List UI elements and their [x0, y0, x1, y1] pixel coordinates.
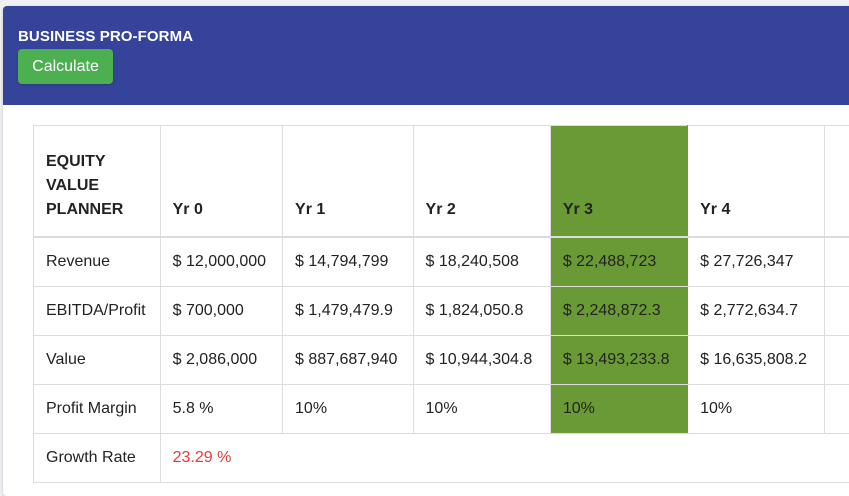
equity-value-table: EQUITY VALUE PLANNER Yr 0 Yr 1 Yr 2 Yr 3… — [33, 125, 849, 483]
table-row-revenue: Revenue $ 12,000,000 $ 14,794,799 $ 18,2… — [34, 237, 849, 287]
column-header-yr3: Yr 3 — [550, 126, 687, 238]
table-cell-highlighted: 10% — [550, 385, 687, 434]
column-header-yr4: Yr 4 — [688, 126, 825, 238]
table-row-ebitda: EBITDA/Profit $ 700,000 $ 1,479,479.9 $ … — [34, 287, 849, 336]
table-cell-highlighted: $ 13,493,233.8 — [550, 336, 687, 385]
growth-rate-value: 23.29 % — [160, 434, 849, 483]
table-row-value: Value $ 2,086,000 $ 887,687,940 $ 10,944… — [34, 336, 849, 385]
table-cell: 5.8 % — [160, 385, 282, 434]
table-header-row: EQUITY VALUE PLANNER Yr 0 Yr 1 Yr 2 Yr 3… — [34, 126, 849, 238]
column-header-yr0: Yr 0 — [160, 126, 282, 238]
table-cell: $ 887,687,940 — [283, 336, 414, 385]
table-cell: 10% — [283, 385, 414, 434]
table-cell: $ 1,479,479.9 — [283, 287, 414, 336]
table-cell: $ 27,726,347 — [688, 237, 825, 287]
table-cell: $ 12,000,000 — [160, 237, 282, 287]
table-cell-overflow — [825, 385, 849, 434]
table-corner-label: EQUITY VALUE PLANNER — [34, 126, 161, 238]
table-cell: $ 1,824,050.8 — [413, 287, 550, 336]
table-cell-overflow — [825, 237, 849, 287]
table-cell-highlighted: $ 2,248,872.3 — [550, 287, 687, 336]
row-label: EBITDA/Profit — [34, 287, 161, 336]
table-row-profit-margin: Profit Margin 5.8 % 10% 10% 10% 10% — [34, 385, 849, 434]
table-cell: 10% — [688, 385, 825, 434]
row-label: Profit Margin — [34, 385, 161, 434]
column-header-yr2: Yr 2 — [413, 126, 550, 238]
header-bar: BUSINESS PRO-FORMA Calculate — [3, 6, 849, 105]
table-row-growth-rate: Growth Rate 23.29 % — [34, 434, 849, 483]
page-title: BUSINESS PRO-FORMA — [18, 28, 193, 45]
calculate-button[interactable]: Calculate — [18, 49, 113, 84]
row-label: Growth Rate — [34, 434, 161, 483]
table-cell: $ 14,794,799 — [283, 237, 414, 287]
table-cell: $ 700,000 — [160, 287, 282, 336]
table-cell: $ 2,086,000 — [160, 336, 282, 385]
table-cell: 10% — [413, 385, 550, 434]
table-cell-highlighted: $ 22,488,723 — [550, 237, 687, 287]
table-cell-overflow — [825, 336, 849, 385]
table-cell: $ 18,240,508 — [413, 237, 550, 287]
column-header-overflow — [825, 126, 849, 238]
column-header-yr1: Yr 1 — [283, 126, 414, 238]
pro-forma-card: BUSINESS PRO-FORMA Calculate EQUITY VALU… — [3, 6, 849, 496]
row-label: Revenue — [34, 237, 161, 287]
table-cell: $ 16,635,808.2 — [688, 336, 825, 385]
table-cell: $ 2,772,634.7 — [688, 287, 825, 336]
row-label: Value — [34, 336, 161, 385]
table-cell-overflow — [825, 287, 849, 336]
table-cell: $ 10,944,304.8 — [413, 336, 550, 385]
